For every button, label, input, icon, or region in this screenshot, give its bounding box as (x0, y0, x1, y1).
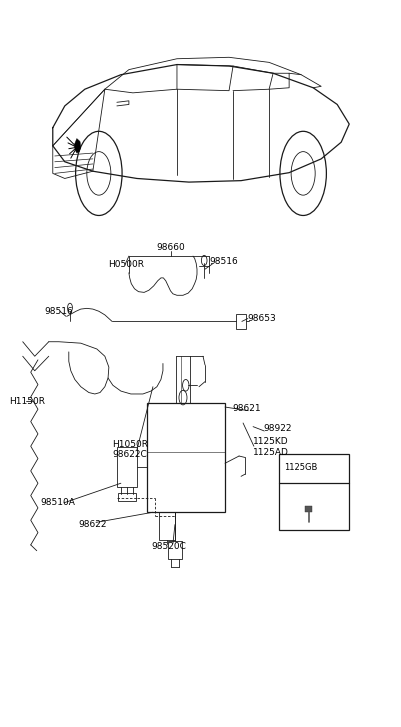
Text: 98621: 98621 (232, 404, 260, 413)
Text: 98653: 98653 (247, 314, 275, 323)
Text: 98516: 98516 (44, 307, 73, 316)
Polygon shape (74, 139, 81, 153)
Bar (167, 542, 182, 559)
Bar (236, 314, 246, 329)
Text: 98622: 98622 (79, 520, 107, 529)
Text: 98660: 98660 (156, 243, 185, 252)
Text: H1150R: H1150R (9, 397, 45, 406)
Bar (158, 513, 174, 540)
Bar (278, 454, 348, 531)
Text: 98516: 98516 (209, 257, 237, 266)
Text: 1125GB: 1125GB (283, 463, 316, 473)
Bar (146, 403, 225, 513)
Text: H1050R: H1050R (112, 441, 148, 449)
Text: 98520C: 98520C (150, 542, 185, 551)
Bar (118, 493, 136, 502)
Text: 98622C: 98622C (112, 451, 146, 459)
Text: 98922: 98922 (262, 425, 291, 433)
Bar (305, 506, 311, 512)
Text: 98510A: 98510A (41, 498, 75, 507)
Text: H0500R: H0500R (108, 260, 144, 269)
Text: 1125KD: 1125KD (253, 438, 288, 446)
Bar (117, 447, 137, 487)
Text: 1125AD: 1125AD (253, 448, 288, 457)
